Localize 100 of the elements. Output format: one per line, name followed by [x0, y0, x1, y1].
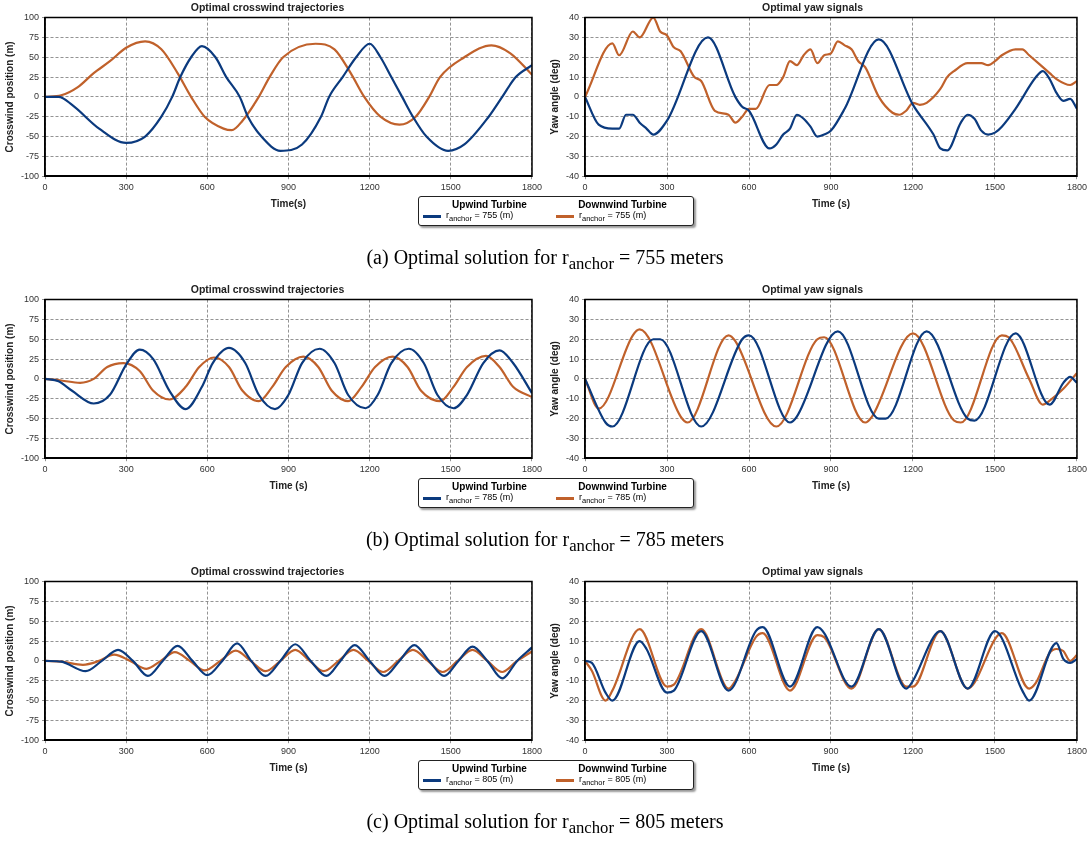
- x-tick-label: 0: [582, 464, 588, 475]
- x-tick-label: 1500: [984, 746, 1006, 757]
- y-tick-label: -30: [565, 714, 580, 725]
- text: Upwind Turbine: [451, 481, 528, 492]
- y-tick-label: 10: [568, 353, 580, 364]
- x-axis-title: Time (s): [811, 761, 851, 773]
- y-tick-label: 100: [23, 294, 40, 305]
- y-axis-title: Crosswind position (m): [3, 323, 15, 435]
- y-tick-label: 40: [568, 294, 580, 305]
- y-tick-label: 20: [568, 51, 580, 62]
- x-axis-title: Time (s): [269, 761, 308, 773]
- y-axis-title: Yaw angle (deg): [548, 341, 560, 417]
- line-series: [45, 642, 532, 680]
- x-tick-label: 0: [582, 182, 588, 193]
- x-tick-label: 1500: [440, 464, 461, 475]
- legend-label: r$_{anchor}$ = 785 (m): [579, 492, 647, 505]
- chart-title: Optimal yaw signals: [762, 565, 864, 578]
- text: Downwind Turbine: [577, 763, 668, 774]
- x-tick-label: 1200: [902, 746, 924, 757]
- y-tick-label: -75: [26, 714, 40, 725]
- chart-title: Optimal yaw signals: [762, 1, 864, 14]
- x-tick-label: 1800: [1066, 746, 1087, 757]
- y-tick-label: 0: [573, 655, 580, 666]
- chart-title: Optimal yaw signals: [762, 283, 864, 296]
- x-tick-label: 0: [582, 746, 588, 757]
- y-tick-label: 0: [573, 91, 580, 102]
- y-tick-label: -40: [565, 452, 580, 463]
- y-tick-label: 25: [29, 353, 40, 364]
- y-tick-label: 0: [34, 91, 40, 102]
- y-tick-label: -40: [565, 170, 580, 181]
- y-tick-label: -75: [26, 150, 40, 161]
- x-tick-label: 300: [659, 182, 675, 193]
- text: (b) Optimal solution for r$_{anchor}$ = 785 meters: [364, 528, 726, 556]
- y-tick-label: -30: [565, 432, 580, 443]
- text: Upwind Turbine: [451, 763, 528, 774]
- y-tick-label: -50: [26, 695, 40, 706]
- x-tick-label: 300: [118, 746, 134, 757]
- y-tick-label: 75: [29, 31, 40, 42]
- y-tick-label: 20: [568, 615, 580, 626]
- y-tick-label: -10: [565, 393, 580, 404]
- x-tick-label: 1500: [440, 746, 461, 757]
- y-tick-label: 25: [29, 71, 40, 82]
- y-tick-label: -25: [26, 393, 40, 404]
- legend-label: r$_{anchor}$ = 755 (m): [579, 210, 647, 223]
- y-tick-label: -10: [565, 111, 580, 122]
- y-tick-label: -25: [26, 111, 40, 122]
- line-series: [45, 346, 532, 411]
- x-tick-label: 0: [42, 746, 48, 757]
- x-tick-label: 1800: [1066, 182, 1087, 193]
- x-tick-label: 900: [823, 464, 839, 475]
- x-tick-label: 1500: [440, 182, 461, 193]
- line-series: [585, 17, 1077, 124]
- x-axis-title: Time (s): [269, 479, 308, 491]
- y-tick-label: 0: [34, 655, 40, 666]
- x-tick-label: 900: [280, 182, 297, 193]
- x-tick-label: 1500: [984, 464, 1006, 475]
- y-tick-label: -50: [26, 413, 40, 424]
- y-tick-label: 50: [29, 333, 40, 344]
- y-tick-label: -20: [565, 131, 580, 142]
- y-tick-label: 50: [29, 615, 40, 626]
- x-axis-title: Time (s): [811, 197, 851, 209]
- y-axis-title: Crosswind position (m): [3, 41, 15, 153]
- x-tick-label: 300: [659, 464, 675, 475]
- y-tick-label: -20: [565, 413, 580, 424]
- y-tick-label: -25: [26, 675, 40, 686]
- text: Downwind Turbine: [577, 481, 668, 492]
- y-tick-label: 30: [568, 595, 580, 606]
- legend-label: r$_{anchor}$ = 805 (m): [579, 774, 647, 787]
- y-tick-label: 0: [573, 373, 580, 384]
- legend-label: r$_{anchor}$ = 785 (m): [446, 492, 514, 505]
- chart-title: Optimal crosswind trajectories: [190, 1, 345, 14]
- text: (a) Optimal solution for r$_{anchor}$ = 755 meters: [365, 246, 725, 274]
- chart-title: Optimal crosswind trajectories: [190, 283, 345, 296]
- text: (c) Optimal solution for r$_{anchor}$ = 805 meters: [365, 810, 725, 838]
- y-tick-label: -50: [26, 131, 40, 142]
- x-tick-label: 300: [118, 182, 134, 193]
- x-tick-label: 1200: [902, 464, 924, 475]
- line-series: [585, 36, 1077, 152]
- x-tick-label: 600: [199, 746, 215, 757]
- x-tick-label: 0: [42, 464, 48, 475]
- y-tick-label: 30: [568, 313, 580, 324]
- y-tick-label: 20: [568, 333, 580, 344]
- text: Upwind Turbine: [451, 199, 528, 210]
- y-tick-label: -100: [21, 170, 40, 181]
- x-tick-label: 0: [42, 182, 48, 193]
- y-tick-label: 25: [29, 635, 40, 646]
- x-tick-label: 1800: [521, 746, 542, 757]
- y-tick-label: 10: [568, 635, 580, 646]
- x-tick-label: 600: [741, 746, 757, 757]
- x-tick-label: 900: [823, 182, 839, 193]
- y-tick-label: 75: [29, 595, 40, 606]
- legend-label: r$_{anchor}$ = 755 (m): [446, 210, 514, 223]
- x-tick-label: 600: [741, 464, 757, 475]
- y-tick-label: 40: [568, 12, 580, 23]
- x-tick-label: 300: [118, 464, 134, 475]
- y-axis-title: Yaw angle (deg): [548, 623, 560, 699]
- y-tick-label: -10: [565, 675, 580, 686]
- chart-title: Optimal crosswind trajectories: [190, 565, 345, 578]
- x-axis-title: Time (s): [811, 479, 851, 491]
- y-tick-label: 50: [29, 51, 40, 62]
